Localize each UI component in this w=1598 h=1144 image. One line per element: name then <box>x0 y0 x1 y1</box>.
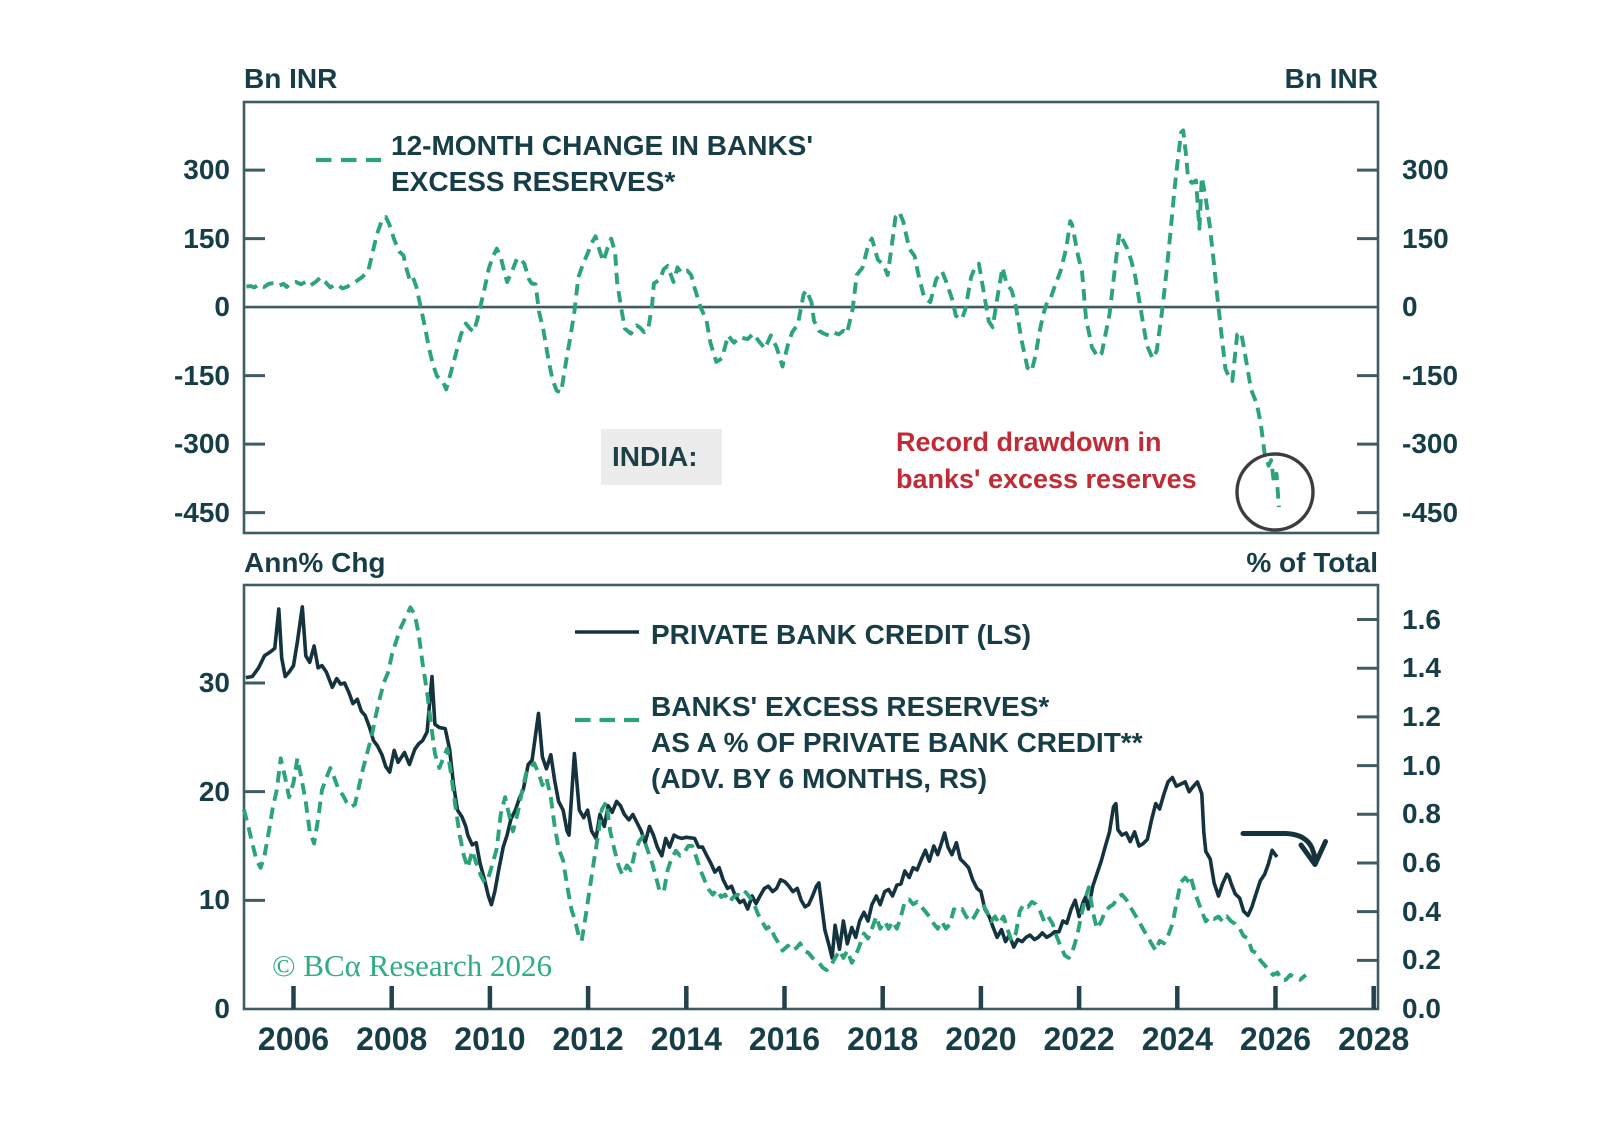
bottom-right-tick-label: 0.0 <box>1402 993 1441 1024</box>
bottom-axis-unit-right: % of Total <box>1246 547 1378 578</box>
x-axis-year-label: 2012 <box>552 1021 624 1057</box>
bottom-right-tick-label: 0.8 <box>1402 798 1441 830</box>
top-left-tick-label: 0 <box>214 291 230 323</box>
excess-reserves-pct-series <box>242 605 1308 982</box>
top-right-tick-label: 0 <box>1402 291 1418 323</box>
top-right-tick-label: -150 <box>1402 359 1459 391</box>
bca-research-watermark: © BCα Research 2026 <box>272 948 552 983</box>
record-drawdown-annotation-line1: Record drawdown in <box>896 427 1162 457</box>
private-bank-credit-series <box>245 605 1279 960</box>
top-panel-frame <box>242 100 1380 535</box>
x-axis-year-label: 2028 <box>1338 1021 1410 1057</box>
x-axis-year-label: 2016 <box>748 1021 821 1057</box>
bottom-right-tick-label: 1.2 <box>1402 700 1441 732</box>
bottom-right-tick-label: 1.6 <box>1402 603 1441 635</box>
bottom-right-tick-label: 0.2 <box>1402 944 1441 976</box>
bottom-axis-unit-left: Ann% Chg <box>244 547 386 578</box>
top-right-tick-label: -300 <box>1402 428 1459 460</box>
bottom-legend-dashed-label-line2: AS A % OF PRIVATE BANK CREDIT** <box>651 727 1143 758</box>
x-axis-year-label: 2006 <box>257 1021 330 1057</box>
top-right-tick-label: 150 <box>1402 222 1449 254</box>
india-label-box <box>601 429 722 485</box>
forecast-arrow-annotation <box>1240 831 1318 860</box>
bottom-left-tick-label: 10 <box>198 884 230 916</box>
top-left-tick-label: -450 <box>173 496 230 528</box>
forecast-arrow-head <box>1298 839 1328 867</box>
top-right-tick-label: 300 <box>1402 154 1449 186</box>
top-legend-label-line1: 12-MONTH CHANGE IN BANKS' <box>391 130 814 161</box>
top-legend-label-line2: EXCESS RESERVES* <box>391 166 676 197</box>
bottom-right-tick-label: 1.4 <box>1402 652 1441 684</box>
x-axis-year-label: 2024 <box>1141 1021 1213 1057</box>
x-axis-year-label: 2018 <box>847 1021 919 1057</box>
india-label: INDIA: <box>612 441 698 472</box>
bottom-legend-solid-label: PRIVATE BANK CREDIT (LS) <box>651 619 1032 650</box>
x-axis-year-label: 2022 <box>1043 1021 1115 1057</box>
top-axis-unit-right: Bn INR <box>1284 63 1378 94</box>
bottom-right-tick-label: 0.6 <box>1402 846 1441 878</box>
bottom-legend-dashed-label-line3: (ADV. BY 6 MONTHS, RS) <box>651 763 988 794</box>
top-left-tick-label: 150 <box>183 222 230 254</box>
bottom-right-tick-label: 0.4 <box>1402 895 1441 927</box>
x-axis-year-label: 2026 <box>1239 1021 1312 1057</box>
top-left-tick-label: -150 <box>173 359 230 391</box>
record-drawdown-annotation-line2: banks' excess reserves <box>896 464 1197 494</box>
bottom-left-tick-label: 0 <box>214 993 230 1024</box>
record-low-circle-annotation <box>1235 452 1315 532</box>
top-left-tick-label: 300 <box>183 154 230 186</box>
bottom-left-tick-label: 30 <box>198 666 230 698</box>
bottom-right-tick-label: 1.0 <box>1402 749 1441 781</box>
bottom-panel-frame <box>242 583 1380 1011</box>
excess-reserves-change-series <box>246 128 1281 508</box>
top-axis-unit-left: Bn INR <box>244 63 338 94</box>
bottom-legend-dashed-label-line1: BANKS' EXCESS RESERVES* <box>651 691 1050 722</box>
top-left-tick-label: -300 <box>173 428 230 460</box>
x-axis-year-label: 2014 <box>650 1021 722 1057</box>
x-axis-year-label: 2008 <box>356 1021 428 1057</box>
bottom-left-tick-label: 20 <box>198 775 230 807</box>
x-axis-year-label: 2020 <box>945 1021 1017 1057</box>
top-right-tick-label: -450 <box>1402 496 1459 528</box>
x-axis-year-label: 2010 <box>454 1021 526 1057</box>
